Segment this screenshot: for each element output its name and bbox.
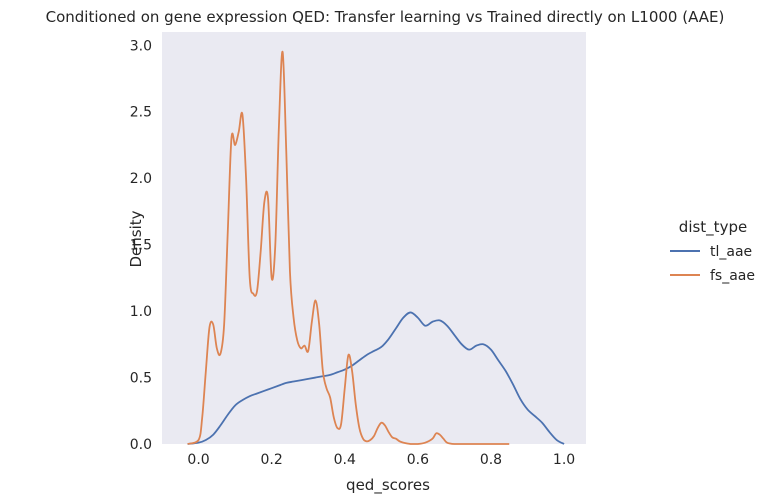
y-tick-label: 2.5 bbox=[130, 105, 152, 121]
plot-background bbox=[162, 32, 586, 444]
legend-label-fs_aae: fs_aae bbox=[710, 268, 755, 284]
legend: dist_type tl_aae fs_aae bbox=[670, 218, 755, 284]
y-tick-label: 1.0 bbox=[130, 304, 152, 320]
x-tick-label: 1.0 bbox=[553, 452, 575, 468]
x-tick-label: 0.8 bbox=[480, 452, 502, 468]
legend-label-tl_aae: tl_aae bbox=[710, 244, 752, 260]
x-tick-label: 0.0 bbox=[187, 452, 209, 468]
x-tick-label: 0.4 bbox=[334, 452, 356, 468]
y-tick-label: 0.5 bbox=[130, 371, 152, 387]
y-tick-label: 3.0 bbox=[130, 38, 152, 54]
x-tick-label: 0.6 bbox=[407, 452, 429, 468]
y-axis-label: Density bbox=[127, 210, 145, 267]
x-axis-label: qed_scores bbox=[346, 476, 430, 495]
series-line-tl_aae bbox=[187, 311, 565, 445]
y-tick-label: 1.5 bbox=[130, 238, 152, 254]
series-line-fs_aae bbox=[187, 51, 510, 445]
chart-title: Conditioned on gene expression QED: Tran… bbox=[46, 8, 725, 26]
x-tick-label: 0.2 bbox=[261, 452, 283, 468]
y-tick-labels: 0.0 0.5 1.0 1.5 2.0 2.5 3.0 bbox=[130, 38, 152, 453]
series-lines bbox=[187, 51, 565, 445]
legend-title: dist_type bbox=[679, 218, 747, 237]
x-tick-labels: 0.0 0.2 0.4 0.6 0.8 1.0 bbox=[187, 452, 575, 468]
y-tick-label: 0.0 bbox=[130, 437, 152, 453]
y-tick-label: 2.0 bbox=[130, 171, 152, 187]
